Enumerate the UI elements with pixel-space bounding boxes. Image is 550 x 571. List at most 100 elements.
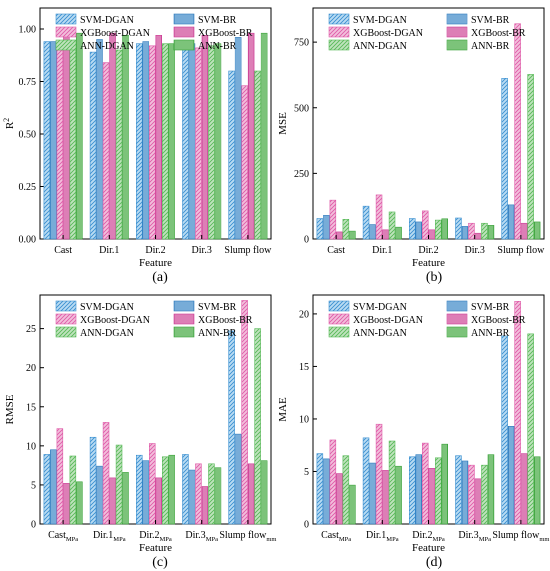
legend-label: SVM-DGAN (80, 302, 134, 313)
x-tick-label: CastMPa (321, 530, 351, 543)
bar-svm-br-2 (96, 39, 103, 240)
bar-ann-dgan-2 (115, 49, 123, 240)
bar-svm-dgan-3 (136, 43, 143, 240)
bar-xgboost-dgan-2 (375, 423, 383, 525)
bar-xgboost-br-1 (63, 32, 70, 240)
bar-ann-br-3 (168, 454, 176, 525)
y-tick-label: 5 (31, 480, 36, 491)
bar-xgboost-br-4 (474, 478, 482, 525)
bar-xgboost-dgan-1 (56, 49, 64, 240)
bar-ann-br-5 (533, 456, 541, 525)
x-tick-label: Slump flow (497, 245, 545, 256)
bar-xgboost-dgan-3 (149, 443, 156, 525)
x-axis-label: Feature (412, 257, 445, 269)
legend-swatch (328, 26, 350, 38)
y-tick-label: 0 (304, 235, 309, 246)
legend-label: SVM-DGAN (353, 302, 407, 313)
bar-xgboost-br-3 (155, 477, 163, 525)
legend-label: XGBoost-BR (198, 315, 253, 326)
legend-swatch (173, 300, 195, 312)
bar-ann-br-4 (214, 467, 222, 525)
bar-xgboost-br-5 (520, 453, 528, 525)
bar-svm-dgan-1 (316, 453, 324, 525)
x-tick-label: Dir.2 (418, 245, 438, 256)
bar-xgboost-dgan-4 (468, 464, 475, 525)
panel-label: (a) (152, 270, 168, 285)
legend-label: SVM-BR (471, 15, 510, 26)
y-tick-label: 5 (304, 467, 309, 478)
bar-xgboost-dgan-2 (102, 422, 110, 525)
legend-label: XGBoost-DGAN (353, 315, 423, 326)
bar-xgboost-br-4 (201, 486, 209, 525)
x-axis-label: Feature (139, 257, 172, 269)
bar-ann-dgan-5 (527, 74, 534, 240)
y-tick-label: 0.75 (19, 77, 37, 88)
legend-label: ANN-BR (471, 41, 510, 52)
legend-swatch (55, 13, 77, 25)
bar-ann-br-2 (122, 472, 129, 525)
bar-ann-br-4 (487, 454, 495, 525)
bar-xgboost-br-1 (336, 231, 343, 240)
legend-label: SVM-BR (198, 15, 237, 26)
legend-swatch (328, 13, 350, 25)
bar-xgboost-dgan-3 (421, 442, 429, 525)
x-tick-label: Dir.1 (99, 245, 119, 256)
bar-svm-br-3 (142, 41, 150, 240)
legend-swatch (446, 326, 468, 338)
bar-ann-br-3 (441, 443, 448, 525)
legend-label: XGBoost-BR (198, 28, 253, 39)
bar-svm-br-5 (507, 204, 515, 240)
bar-ann-br-2 (395, 226, 402, 240)
bar-ann-dgan-5 (254, 328, 261, 525)
x-tick-label: Dir.3MPa (458, 530, 491, 543)
bar-svm-dgan-3 (408, 456, 416, 525)
bar-ann-dgan-4 (481, 222, 488, 240)
x-tick-label: Dir.1MPa (366, 530, 399, 543)
bar-svm-br-2 (369, 224, 376, 240)
legend-swatch (55, 300, 77, 312)
bar-ann-dgan-2 (388, 211, 396, 240)
bar-svm-br-1 (50, 449, 57, 525)
bar-svm-dgan-3 (408, 218, 416, 240)
legend-label: ANN-BR (471, 328, 510, 339)
bar-ann-br-4 (487, 225, 495, 240)
y-tick-label: 250 (294, 169, 309, 180)
bar-ann-br-1 (76, 32, 83, 240)
bar-xgboost-br-3 (428, 468, 435, 525)
bar-xgboost-dgan-5 (514, 301, 521, 525)
bar-ann-br-3 (168, 43, 176, 240)
bar-svm-br-1 (323, 215, 330, 240)
x-tick-label: Dir.3 (465, 245, 485, 256)
x-tick-label: Cast (54, 245, 72, 256)
bar-ann-dgan-3 (162, 43, 169, 240)
legend-label: XGBoost-DGAN (80, 315, 150, 326)
bar-svm-dgan-4 (455, 217, 462, 240)
bar-svm-dgan-4 (182, 454, 189, 525)
bar-ann-br-3 (441, 218, 448, 240)
bar-ann-br-5 (260, 32, 268, 240)
bar-svm-dgan-5 (228, 70, 235, 240)
x-tick-label: Slump flowmm (492, 530, 549, 543)
y-tick-label: 10 (26, 441, 36, 452)
y-tick-label: 0 (31, 520, 36, 531)
bar-svm-dgan-1 (43, 41, 51, 240)
y-tick-label: 750 (294, 38, 309, 49)
legend-swatch (55, 39, 77, 51)
bar-ann-br-2 (395, 465, 402, 525)
bar-ann-dgan-1 (342, 219, 350, 240)
chart-panel-2: 0 250 500 750 MSE Cast Dir.1 Dir.2 Dir.3 Slump fl… (277, 7, 545, 285)
bar-ann-br-2 (122, 34, 129, 240)
bar-xgboost-br-5 (520, 222, 528, 240)
legend-swatch (328, 39, 350, 51)
legend: SVM-DGAN SVM-BR XGBoost-DGAN XGBoost-BR ANN-… (55, 300, 253, 339)
bar-xgboost-br-2 (382, 470, 389, 525)
legend-label: XGBoost-DGAN (353, 28, 423, 39)
y-axis-label: MSE (277, 112, 289, 135)
legend-label: SVM-BR (471, 302, 510, 313)
legend-label: XGBoost-BR (471, 315, 526, 326)
bar-ann-dgan-4 (208, 45, 215, 240)
x-tick-label: CastMPa (48, 530, 78, 543)
x-tick-label: Dir.3 (192, 245, 212, 256)
y-tick-label: 15 (26, 402, 36, 413)
legend-label: XGBoost-DGAN (80, 28, 150, 39)
